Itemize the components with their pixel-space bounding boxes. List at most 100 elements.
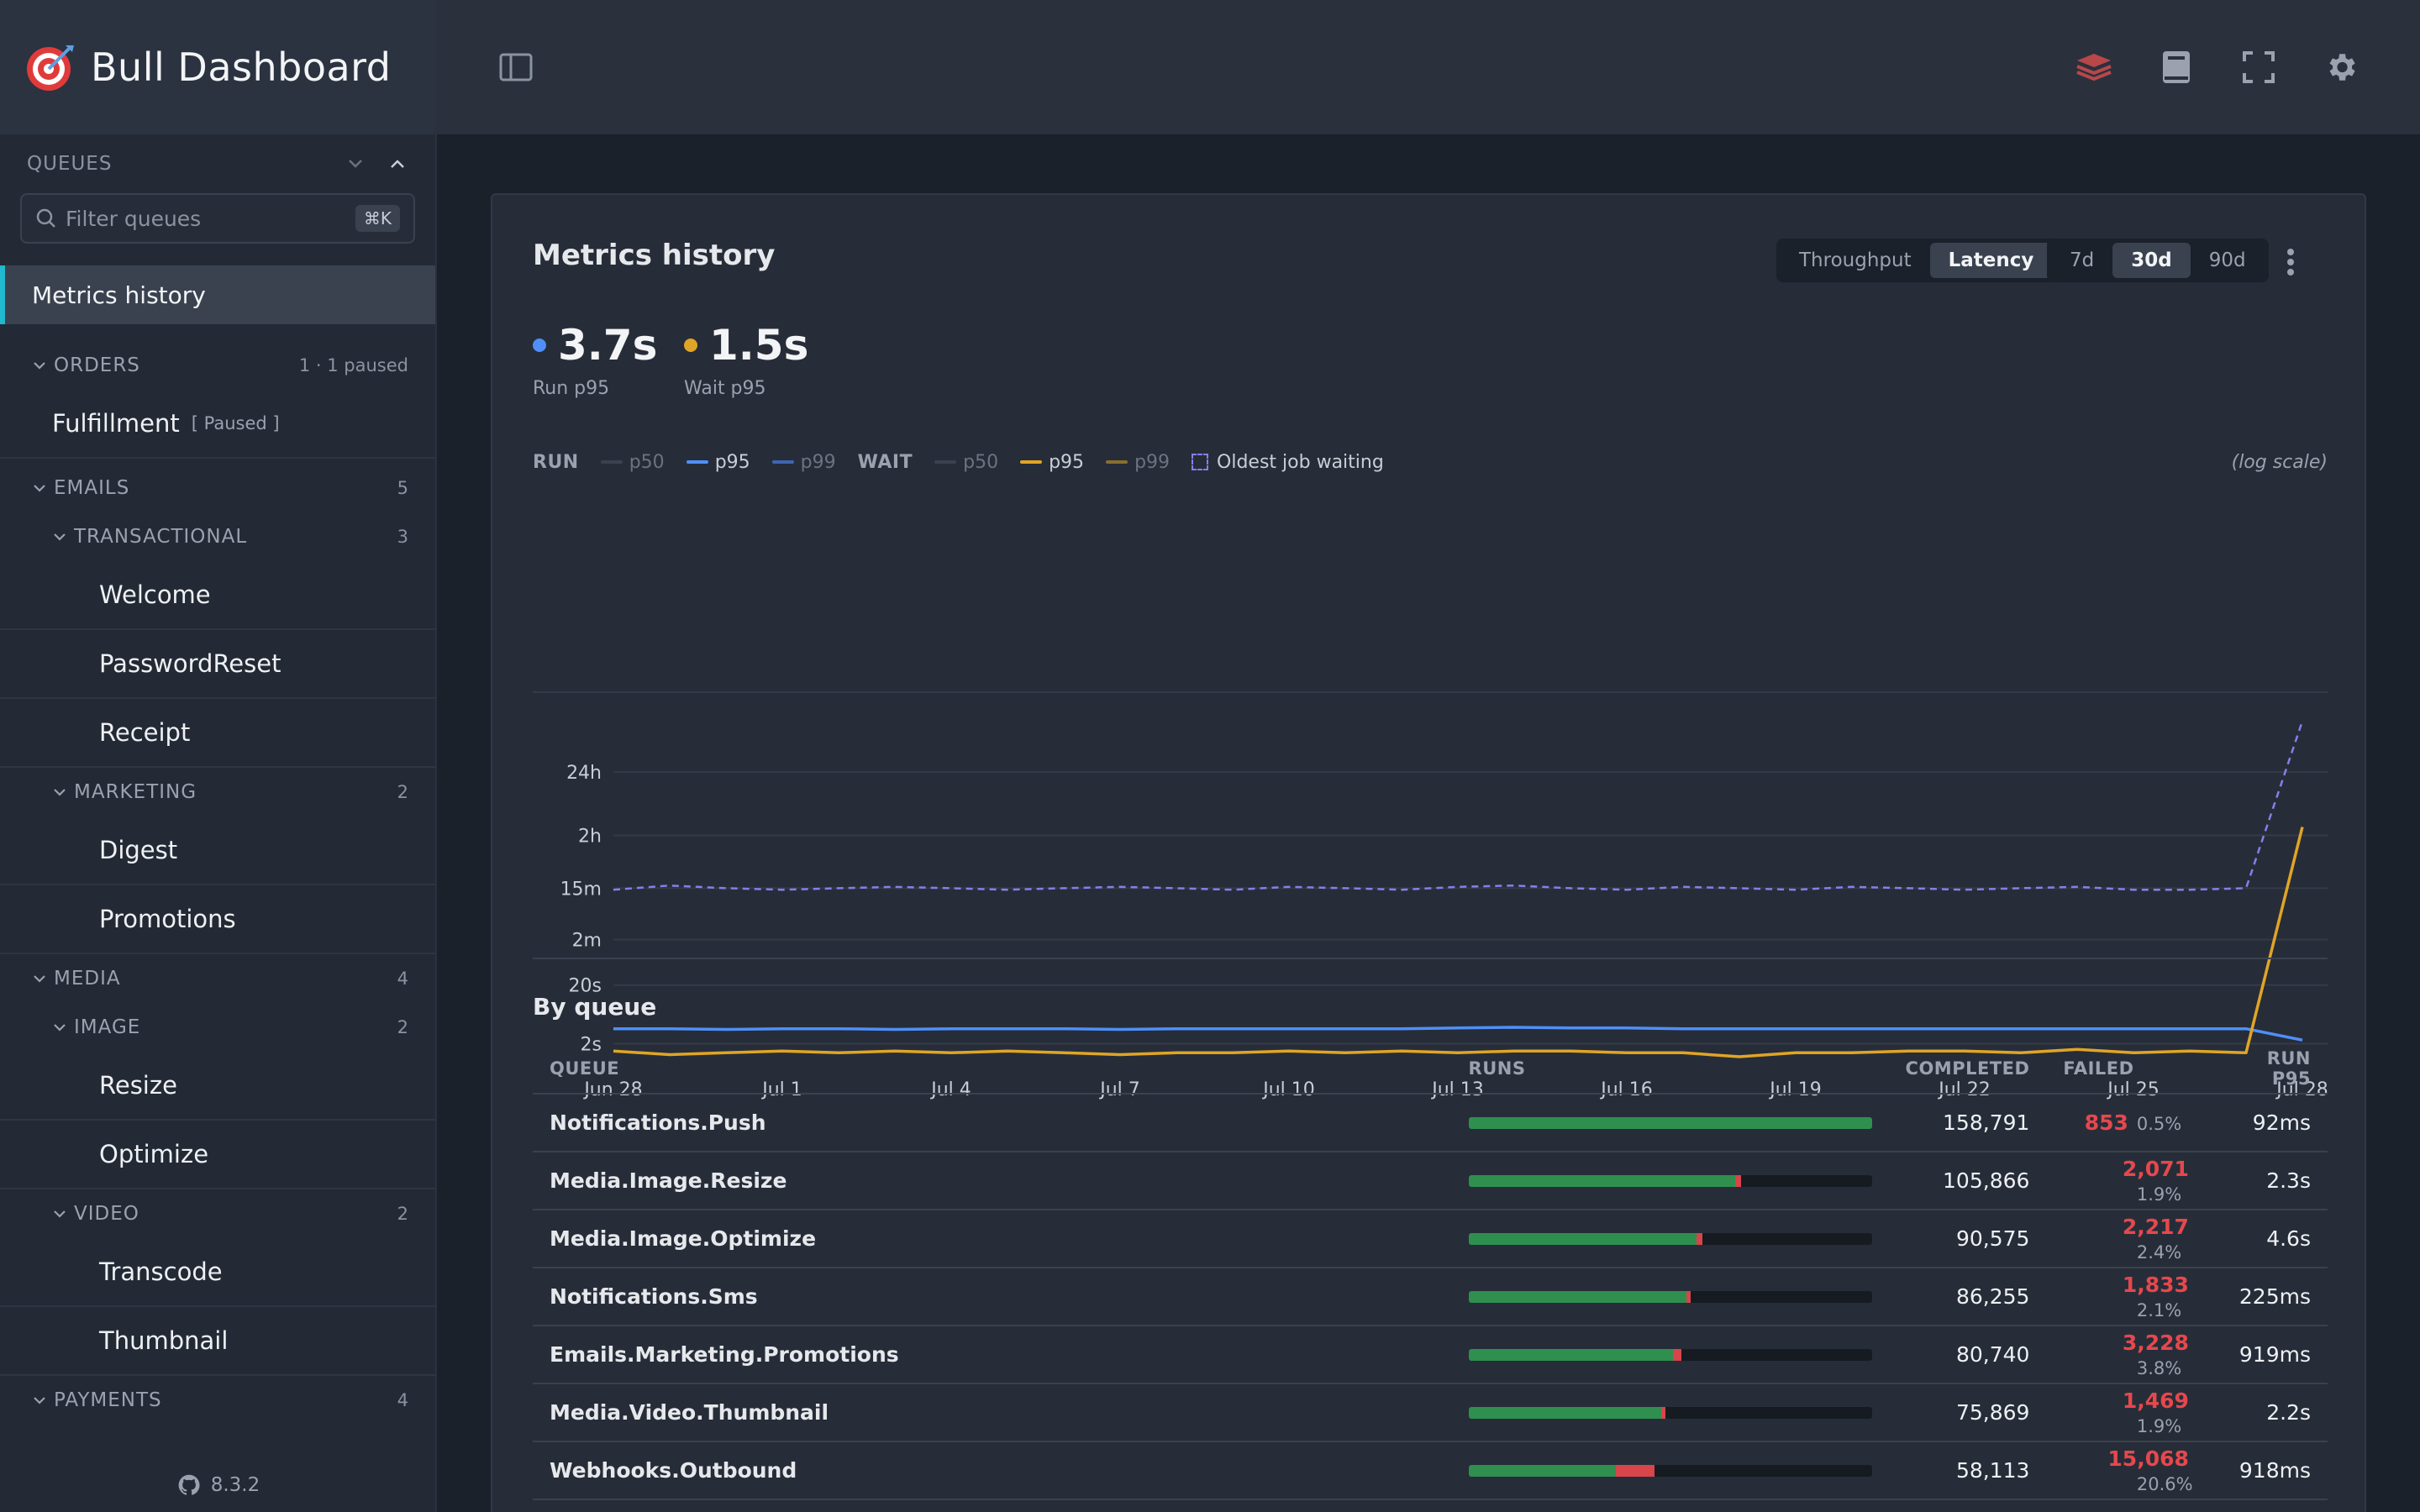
- gear-icon[interactable]: [2323, 49, 2360, 86]
- failed-count: 15,068: [2107, 1446, 2189, 1471]
- runs-bar-completed: [1468, 1348, 1674, 1361]
- group-image[interactable]: IMAGE 2: [0, 1003, 435, 1052]
- queue-item-transcode[interactable]: Transcode: [0, 1238, 435, 1307]
- sidebar-toggle-icon[interactable]: [497, 49, 534, 86]
- queue-name[interactable]: Media.Video.Thumbnail: [533, 1383, 1452, 1442]
- group-orders-count: 1 · 1 paused: [298, 355, 408, 375]
- legend-run-p50[interactable]: p50: [600, 452, 665, 473]
- version-footer[interactable]: 8.3.2: [0, 1473, 437, 1497]
- stat-run-p95: 3.7s Run p95: [533, 321, 657, 399]
- failed-cell: 2,217 2.4%: [2046, 1210, 2223, 1268]
- filter-queues-input[interactable]: [66, 206, 355, 231]
- legend-wait-p50[interactable]: p50: [934, 452, 998, 473]
- collapse-all-icon[interactable]: [387, 153, 408, 175]
- runs-bar-cell: [1451, 1383, 1889, 1442]
- runs-bar-completed: [1468, 1174, 1736, 1187]
- group-transactional-count: 3: [397, 527, 408, 547]
- chevron-down-icon: [34, 975, 45, 983]
- legend-wait-p95[interactable]: p95: [1020, 452, 1084, 473]
- failed-count: 2,071: [2122, 1156, 2189, 1181]
- chevron-down-icon: [54, 789, 66, 796]
- queue-name[interactable]: Media.Image.Optimize: [533, 1210, 1452, 1268]
- legend-oldest-waiting[interactable]: Oldest job waiting: [1192, 452, 1384, 473]
- group-emails-count: 5: [397, 478, 408, 498]
- table-row[interactable]: Media.Image.Optimize 90,575 2,217 2.4% 4.6s: [533, 1210, 2328, 1268]
- runs-bar: [1468, 1232, 1872, 1245]
- runs-bar-completed: [1468, 1464, 1617, 1477]
- run-p95-value: 4.6s: [2222, 1210, 2328, 1268]
- failed-cell: 3,2283.8%: [2046, 1326, 2223, 1384]
- by-queue-title: By queue: [533, 993, 657, 1021]
- failed-count: 1,469: [2122, 1388, 2189, 1413]
- queue-name[interactable]: Notifications.Push: [533, 1094, 1452, 1152]
- stat-wait-label: Wait p95: [684, 378, 766, 399]
- book-icon[interactable]: [2158, 49, 2195, 86]
- legend-run-p99[interactable]: p99: [771, 452, 836, 473]
- group-media[interactable]: MEDIA 4: [0, 954, 435, 1003]
- redis-icon[interactable]: [2075, 49, 2112, 86]
- failed-cell: 2,071 1.9%: [2046, 1152, 2223, 1210]
- mode-latency[interactable]: Latency: [1929, 243, 2053, 278]
- col-runs[interactable]: RUNS: [1451, 1043, 1889, 1095]
- queue-item-promotions[interactable]: Promotions: [0, 885, 435, 954]
- queue-name[interactable]: Emails.Marketing.Promotions: [533, 1326, 1452, 1384]
- range-30d[interactable]: 30d: [2112, 243, 2191, 278]
- group-payments[interactable]: PAYMENTS 4: [0, 1376, 435, 1425]
- queue-item-passwordreset[interactable]: PasswordReset: [0, 630, 435, 699]
- runs-bar-cell: [1451, 1152, 1889, 1210]
- queue-item-fulfillment[interactable]: Fulfillment [ Paused ]: [0, 390, 435, 459]
- chevron-down-icon: [54, 1024, 66, 1032]
- table-row[interactable]: Emails.Marketing.Promotions 80,740 3,2283.…: [533, 1326, 2328, 1384]
- failed-percent: 1.9%: [2136, 1415, 2182, 1436]
- col-queue[interactable]: QUEUE: [533, 1043, 1452, 1095]
- shortcut-badge: ⌘K: [355, 205, 400, 232]
- range-90d[interactable]: 90d: [2208, 249, 2246, 271]
- queue-item-welcome[interactable]: Welcome: [0, 561, 435, 630]
- table-row[interactable]: Media.Video.Thumbnail 75,869 1,4691.9% 2.2s: [533, 1383, 2328, 1442]
- y-tick-label: 2m: [572, 930, 602, 951]
- topbar: [437, 0, 2420, 134]
- runs-bar-failed: [1673, 1348, 1681, 1361]
- queue-name[interactable]: Webhooks.Outbound: [533, 1441, 1452, 1500]
- runs-bar-cell: [1451, 1268, 1889, 1326]
- table-row[interactable]: Notifications.Push 158,791 853 0.5% 92ms: [533, 1094, 2328, 1152]
- table-row[interactable]: Notifications.Sms 86,255 1,8332.1% 225ms: [533, 1268, 2328, 1326]
- queue-item-resize[interactable]: Resize: [0, 1052, 435, 1121]
- runs-bar: [1468, 1348, 1872, 1361]
- col-run-p95[interactable]: RUN P95: [2222, 1043, 2328, 1095]
- failed-count: 853: [2084, 1110, 2128, 1135]
- group-transactional[interactable]: TRANSACTIONAL 3: [0, 512, 435, 561]
- table-row[interactable]: Media.Image.Resize 105,866 2,071 1.9% 2.3s: [533, 1152, 2328, 1210]
- group-emails[interactable]: EMAILS 5: [0, 464, 435, 512]
- queue-item-digest[interactable]: Digest: [0, 816, 435, 885]
- more-menu-icon[interactable]: [2279, 245, 2302, 279]
- group-orders[interactable]: ORDERS 1 · 1 paused: [0, 341, 435, 390]
- range-7d[interactable]: 7d: [2070, 249, 2095, 271]
- queue-item-thumbnail[interactable]: Thumbnail: [0, 1307, 435, 1376]
- queue-item-optimize[interactable]: Optimize: [0, 1121, 435, 1189]
- queue-filter[interactable]: ⌘K: [20, 193, 415, 244]
- mode-throughput[interactable]: Throughput: [1799, 249, 1912, 271]
- group-video[interactable]: VIDEO 2: [0, 1189, 435, 1238]
- legend-run-p95[interactable]: p95: [686, 452, 750, 473]
- col-failed[interactable]: FAILED: [2046, 1043, 2223, 1095]
- queue-item-receipt[interactable]: Receipt: [0, 699, 435, 768]
- fullscreen-icon[interactable]: [2240, 49, 2277, 86]
- completed-count: 75,869: [1888, 1383, 2047, 1442]
- col-completed[interactable]: COMPLETED: [1888, 1043, 2047, 1095]
- runs-bar: [1468, 1116, 1872, 1129]
- completed-count: 90,575: [1888, 1210, 2047, 1268]
- y-tick-label: 24h: [566, 763, 602, 784]
- table-row[interactable]: Webhooks.Outbound 58,113 15,06820.6% 918ms: [533, 1441, 2328, 1500]
- github-icon: [178, 1474, 200, 1495]
- queue-name[interactable]: Notifications.Sms: [533, 1268, 1452, 1326]
- expand-all-icon[interactable]: [345, 153, 366, 175]
- section-divider: [533, 958, 2328, 959]
- runs-bar-failed: [1616, 1464, 1655, 1477]
- group-marketing[interactable]: MARKETING 2: [0, 768, 435, 816]
- nav-metrics-history[interactable]: Metrics history: [0, 265, 435, 324]
- legend-wait-p99[interactable]: p99: [1106, 452, 1170, 473]
- wait-dot-icon: [684, 339, 697, 352]
- brand[interactable]: Bull Dashboard: [0, 0, 435, 134]
- queue-name[interactable]: Media.Image.Resize: [533, 1152, 1452, 1210]
